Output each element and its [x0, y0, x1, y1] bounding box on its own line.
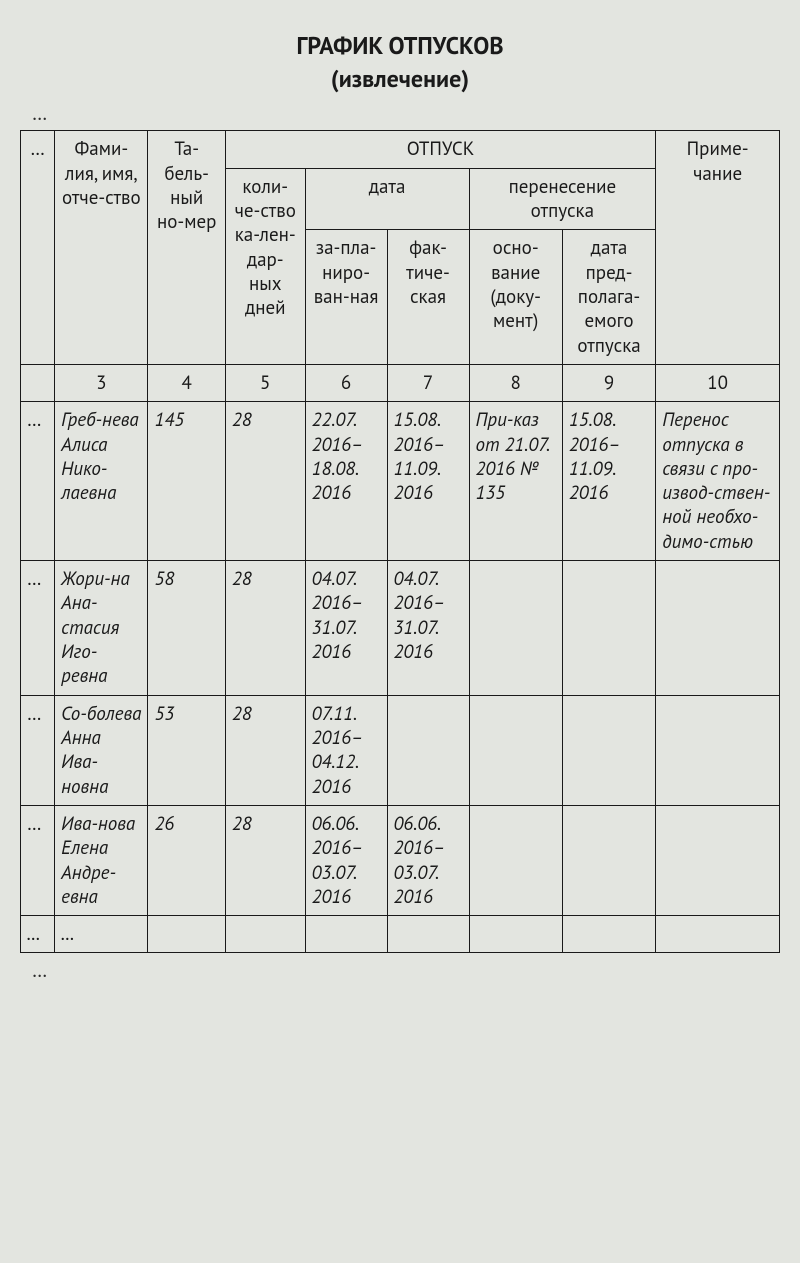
cell-expected: [562, 695, 655, 805]
trailing-ellipsis-1: …: [21, 916, 55, 953]
cell-days: 28: [225, 561, 305, 696]
header-date-group: дата: [305, 168, 469, 230]
cell-tab: 26: [148, 805, 225, 915]
column-number-row: 3 4 5 6 7 8 9 10: [21, 364, 780, 401]
row-ellipsis: …: [21, 561, 55, 696]
cell-expected: [562, 561, 655, 696]
colnum-5: 5: [225, 364, 305, 401]
colnum-blank: [21, 364, 55, 401]
trailing-blank: [656, 916, 780, 953]
trailing-blank: [387, 916, 469, 953]
colnum-6: 6: [305, 364, 387, 401]
header-fio: Фами-лия, имя, отче-ство: [55, 131, 148, 365]
trailing-blank: [225, 916, 305, 953]
cell-basis: При-каз от 21.07. 2016 № 135: [469, 402, 562, 561]
cell-actual: 04.07. 2016–31.07. 2016: [387, 561, 469, 696]
cell-tab: 58: [148, 561, 225, 696]
header-basis: осно-вание (доку-мент): [469, 230, 562, 365]
cell-days: 28: [225, 402, 305, 561]
cell-planned: 06.06. 2016–03.07. 2016: [305, 805, 387, 915]
doc-title-line2: (извлечение): [20, 63, 780, 94]
cell-planned: 04.07. 2016–31.07. 2016: [305, 561, 387, 696]
header-planned: за-пла-ниро-ван-ная: [305, 230, 387, 365]
cell-actual: 06.06. 2016–03.07. 2016: [387, 805, 469, 915]
cell-note: [656, 561, 780, 696]
colnum-8: 8: [469, 364, 562, 401]
cell-note: [656, 695, 780, 805]
cell-note: [656, 805, 780, 915]
table-header: … Фами-лия, имя, отче-ство Та-бель-ный н…: [21, 131, 780, 365]
colnum-3: 3: [55, 364, 148, 401]
cell-basis: [469, 695, 562, 805]
cell-actual: 15.08. 2016–11.09. 2016: [387, 402, 469, 561]
cell-planned: 07.11. 2016–04.12. 2016: [305, 695, 387, 805]
header-tab-no: Та-бель-ный но-мер: [148, 131, 225, 365]
table-row-trailing: … …: [21, 916, 780, 953]
ellipsis-above-table: …: [20, 100, 780, 126]
ellipsis-below-table: …: [20, 957, 780, 983]
trailing-ellipsis-2: …: [55, 916, 148, 953]
cell-fio: Ива-нова Елена Андре-евна: [55, 805, 148, 915]
cell-fio: Жори-на Ана-стасия Иго-ревна: [55, 561, 148, 696]
header-expected: дата пред-полага-емого отпуска: [562, 230, 655, 365]
doc-title-line1: ГРАФИК ОТПУСКОВ: [20, 30, 780, 61]
trailing-blank: [469, 916, 562, 953]
table-row: … Со-болева Анна Ива-новна 53 28 07.11. …: [21, 695, 780, 805]
cell-planned: 22.07. 2016–18.08. 2016: [305, 402, 387, 561]
colnum-4: 4: [148, 364, 225, 401]
cell-tab: 145: [148, 402, 225, 561]
cell-tab: 53: [148, 695, 225, 805]
table-row: … Жори-на Ана-стасия Иго-ревна 58 28 04.…: [21, 561, 780, 696]
trailing-blank: [305, 916, 387, 953]
vacation-schedule-table: … Фами-лия, имя, отче-ство Та-бель-ный н…: [20, 130, 780, 953]
trailing-blank: [562, 916, 655, 953]
cell-fio: Со-болева Анна Ива-новна: [55, 695, 148, 805]
header-actual: фак-тиче-ская: [387, 230, 469, 365]
header-note: Приме-чание: [656, 131, 780, 365]
header-ellipsis-col: …: [21, 131, 55, 365]
cell-basis: [469, 805, 562, 915]
header-vacation-group: ОТПУСК: [225, 131, 655, 168]
cell-actual: [387, 695, 469, 805]
colnum-9: 9: [562, 364, 655, 401]
row-ellipsis: …: [21, 695, 55, 805]
cell-expected: [562, 805, 655, 915]
row-ellipsis: …: [21, 402, 55, 561]
colnum-7: 7: [387, 364, 469, 401]
row-ellipsis: …: [21, 805, 55, 915]
cell-days: 28: [225, 805, 305, 915]
colnum-10: 10: [656, 364, 780, 401]
cell-basis: [469, 561, 562, 696]
table-row: … Греб-нева Алиса Нико-лаевна 145 28 22.…: [21, 402, 780, 561]
trailing-blank: [148, 916, 225, 953]
header-days: коли-че-ство ка-лен-дар-ных дней: [225, 168, 305, 364]
header-transfer-group: перенесение отпуска: [469, 168, 656, 230]
table-row: … Ива-нова Елена Андре-евна 26 28 06.06.…: [21, 805, 780, 915]
cell-expected: 15.08. 2016–11.09. 2016: [562, 402, 655, 561]
cell-note: Перенос отпуска в связи с про-извод-стве…: [656, 402, 780, 561]
cell-fio: Греб-нева Алиса Нико-лаевна: [55, 402, 148, 561]
cell-days: 28: [225, 695, 305, 805]
